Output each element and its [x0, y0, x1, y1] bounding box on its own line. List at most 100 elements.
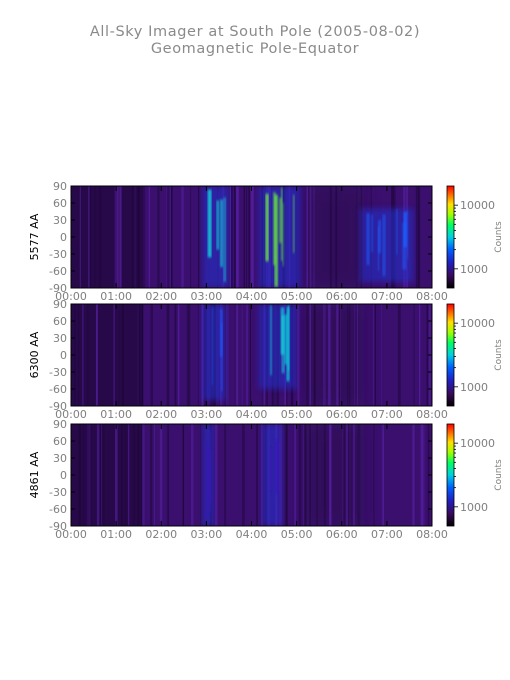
heatmap-stripe — [197, 186, 200, 288]
colorbar-gradient — [446, 185, 455, 289]
heatmap-feature-streak — [286, 306, 290, 382]
heatmap-stripe — [343, 424, 346, 526]
heatmap-feature-streak — [281, 315, 285, 374]
heatmap-feature-streak — [396, 208, 398, 255]
heatmap-stripe — [328, 304, 330, 406]
heatmap-stripe — [373, 304, 375, 406]
heatmap-dark-interval — [71, 424, 144, 526]
heatmap-stripe — [200, 424, 202, 526]
heatmap-stripe — [336, 304, 339, 406]
heatmap-stripe — [422, 424, 425, 526]
heatmap-stripe — [188, 304, 191, 406]
heatmap-stripe — [127, 424, 130, 526]
heatmap-stripe — [96, 424, 100, 526]
heatmap-feature-streak — [221, 322, 223, 392]
heatmap-stripe — [78, 424, 81, 526]
heatmap-stripe — [166, 304, 170, 406]
heatmap-stripe — [142, 304, 144, 406]
heatmap-stripe — [418, 186, 421, 288]
heatmap-stripe — [167, 186, 170, 288]
heatmap-stripe — [302, 424, 306, 526]
y-tick-label: -90 — [49, 400, 67, 413]
y-tick-label: 60 — [53, 315, 67, 328]
heatmap-stripe — [141, 424, 143, 526]
heatmap-dark-interval — [71, 186, 144, 288]
heatmap-stripe — [329, 186, 332, 288]
heatmap-feature-streak — [402, 222, 406, 270]
colorbar-label: Counts — [494, 221, 504, 253]
heatmap-stripe — [302, 424, 304, 526]
x-tick-label: 06:00 — [326, 290, 358, 303]
heatmap-stripe — [124, 424, 127, 526]
heatmap-stripe — [236, 186, 240, 288]
heatmap-stripe — [141, 304, 143, 406]
heatmap-stripe — [116, 186, 119, 288]
heatmap-stripe — [246, 186, 248, 288]
heatmap-feature-glow — [258, 304, 297, 389]
colorbar-tick-label: 10000 — [460, 199, 495, 212]
heatmap-stripe — [380, 304, 382, 406]
heatmap-stripe — [78, 304, 80, 406]
heatmap-stripe — [95, 304, 98, 406]
heatmap-feature-streak — [220, 308, 223, 357]
heatmap-stripe — [224, 424, 227, 526]
y-tick-label: -30 — [49, 486, 67, 499]
heatmap-stripe — [174, 304, 177, 406]
heatmap-feature-glow — [202, 304, 226, 401]
heatmap-stripe — [153, 424, 155, 526]
y-tick-label: 30 — [53, 452, 67, 465]
colorbar-tick-label: 10000 — [460, 317, 495, 330]
heatmap-plot — [71, 304, 432, 406]
heatmap-stripe — [116, 186, 120, 288]
heatmap-stripe — [313, 304, 316, 406]
y-tick-label: 0 — [60, 231, 67, 244]
heatmap-feature-streak — [276, 442, 279, 492]
y-tick-label: -30 — [49, 366, 67, 379]
heatmap-stripe — [412, 424, 415, 526]
panel-label: 4861 AA — [28, 451, 41, 498]
heatmap-stripe — [357, 304, 359, 406]
heatmap-stripe — [357, 424, 361, 526]
heatmap-stripe — [415, 186, 418, 288]
heatmap-stripe — [182, 424, 184, 526]
x-tick-label: 04:00 — [236, 290, 268, 303]
heatmap-stripe — [339, 304, 341, 406]
heatmap-stripe — [121, 424, 123, 526]
heatmap-feature-streak — [377, 226, 380, 271]
heatmap-stripe — [137, 304, 141, 406]
heatmap-stripe — [148, 186, 151, 288]
y-tick-label: 60 — [53, 435, 67, 448]
heatmap-stripe — [426, 304, 429, 406]
heatmap-stripe — [150, 424, 153, 526]
heatmap-stripe — [89, 424, 91, 526]
heatmap-stripe — [342, 424, 344, 526]
x-tick-label: 00:00 — [55, 290, 87, 303]
heatmap-stripe — [227, 304, 229, 406]
heatmap-stripe — [354, 304, 356, 406]
heatmap-stripe — [419, 304, 421, 406]
heatmap-feature-streak — [208, 189, 212, 258]
heatmap-stripe — [249, 186, 251, 288]
heatmap-stripe — [215, 424, 218, 526]
y-tick-label: 30 — [53, 332, 67, 345]
heatmap-stripe — [242, 424, 245, 526]
x-tick-label: 08:00 — [416, 290, 448, 303]
heatmap-stripe — [113, 304, 116, 406]
heatmap-feature-streak — [274, 440, 278, 494]
y-tick-label: 0 — [60, 469, 67, 482]
heatmap-stripe — [339, 304, 342, 406]
heatmap-stripe — [134, 186, 136, 288]
y-tick-label: 60 — [53, 197, 67, 210]
heatmap-stripe — [229, 186, 231, 288]
x-tick-label: 01:00 — [100, 290, 132, 303]
heatmap-stripe — [224, 304, 227, 406]
heatmap-stripe — [298, 424, 302, 526]
heatmap-stripe — [351, 424, 353, 526]
heatmap-stripe — [157, 186, 160, 288]
x-tick-label: 03:00 — [191, 528, 223, 541]
heatmap-stripe — [373, 424, 375, 526]
